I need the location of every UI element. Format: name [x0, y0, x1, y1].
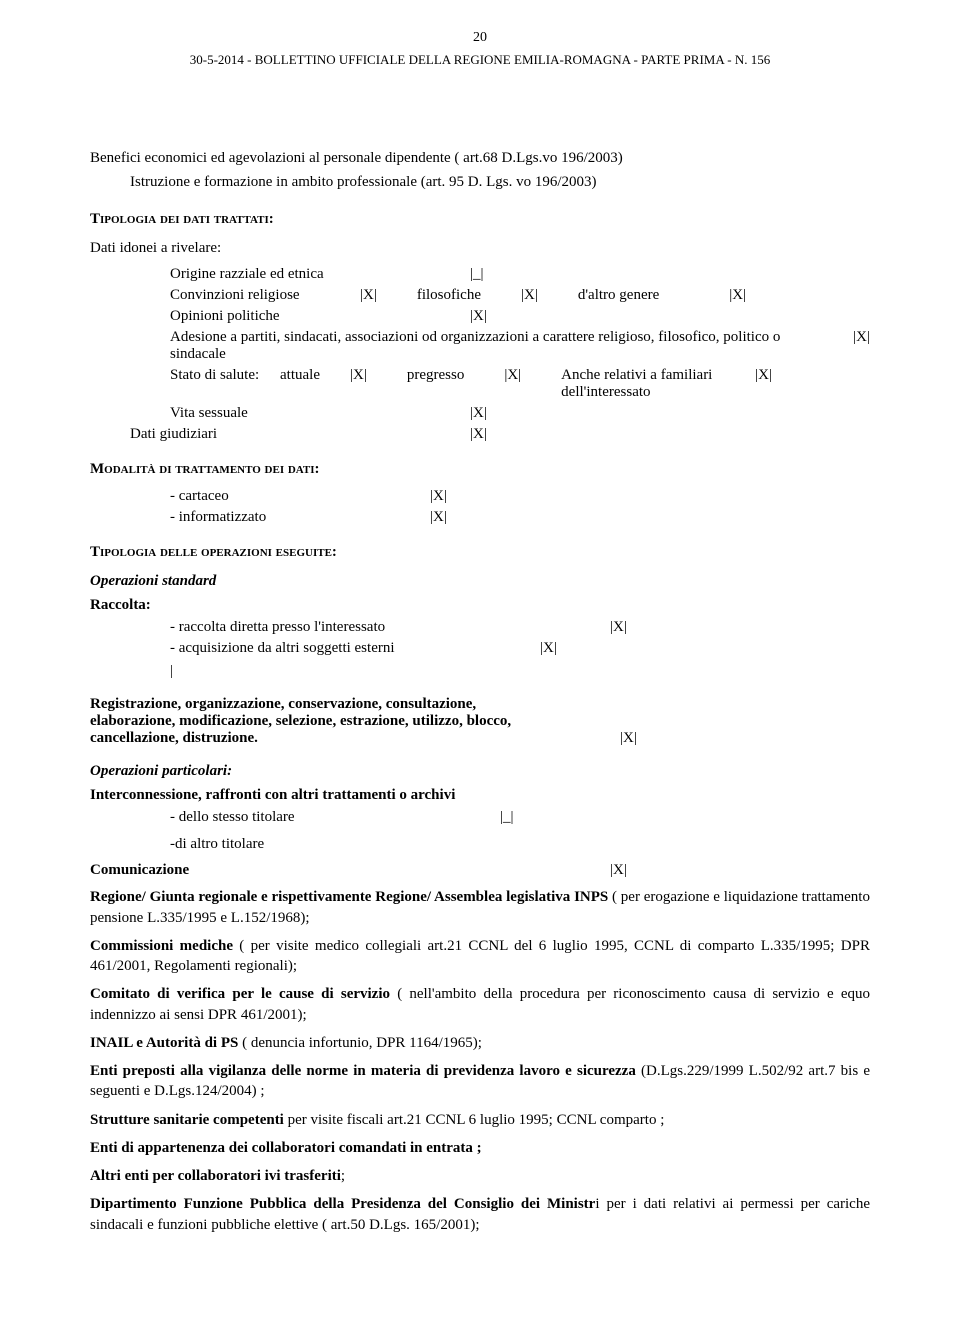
label-informatizzato: - informatizzato: [170, 509, 430, 526]
label-opinioni: Opinioni politiche: [170, 308, 470, 325]
mark-attuale: |X|: [350, 367, 367, 384]
label-stato-salute: Stato di salute:: [170, 367, 280, 384]
row-comunicazione: Comunicazione |X|: [90, 862, 870, 879]
para-strutture: Strutture sanitarie competenti per visit…: [90, 1110, 870, 1130]
row-dati-giudiziari: Dati giudiziari |X|: [90, 426, 870, 443]
label-anche-relativi: Anche relativi a familiari dell'interess…: [561, 367, 741, 401]
label-dello-stesso: - dello stesso titolare: [170, 809, 500, 826]
mark-dati-giudiziari: |X|: [470, 426, 487, 443]
row-acquisizione: - acquisizione da altri soggetti esterni…: [90, 640, 870, 657]
para-regione: Regione/ Giunta regionale e rispettivame…: [90, 887, 870, 928]
page-number: 20: [90, 30, 870, 46]
mark-acquisizione: |X|: [540, 640, 557, 657]
label-filosofiche: filosofiche: [417, 287, 481, 304]
row-adesione: Adesione a partiti, sindacati, associazi…: [90, 329, 870, 363]
para-comitato: Comitato di verifica per le cause di ser…: [90, 984, 870, 1025]
section-tipologia-operazioni: Tipologia delle operazioni eseguite:: [90, 544, 870, 561]
operazioni-standard: Operazioni standard: [90, 571, 870, 591]
mark-opinioni: |X|: [470, 308, 487, 325]
para-enti-preposti: Enti preposti alla vigilanza delle norme…: [90, 1061, 870, 1102]
section-modalita: Modalità di trattamento dei dati:: [90, 461, 870, 478]
row-convinzioni: Convinzioni religiose |X| filosofiche |X…: [90, 287, 870, 304]
label-di-altro: -di altro titolare: [90, 834, 870, 854]
row-cartaceo: - cartaceo |X|: [90, 488, 870, 505]
row-opinioni: Opinioni politiche |X|: [90, 308, 870, 325]
para-enti-appartenenza: Enti di appartenenza dei collaboratori c…: [90, 1138, 870, 1158]
label-dati-giudiziari: Dati giudiziari: [130, 426, 470, 443]
label-acquisizione: - acquisizione da altri soggetti esterni: [170, 640, 540, 657]
row-registrazione: Registrazione, organizzazione, conservaz…: [90, 696, 870, 747]
stray-pipe: |: [90, 661, 870, 681]
mark-religiose: |X|: [360, 287, 377, 304]
label-convinzioni: Convinzioni religiose: [170, 287, 360, 304]
label-cartaceo: - cartaceo: [170, 488, 430, 505]
mark-pregresso: |X|: [504, 367, 521, 384]
intro-line-1: Benefici economici ed agevolazioni al pe…: [90, 148, 870, 168]
label-pregresso: pregresso: [407, 367, 464, 384]
label-registrazione: Registrazione, organizzazione, conservaz…: [90, 696, 550, 747]
page-header: 30-5-2014 - BOLLETTINO UFFICIALE DELLA R…: [90, 52, 870, 68]
label-altro-genere: d'altro genere: [578, 287, 659, 304]
mark-filosofiche: |X|: [521, 287, 538, 304]
para-dipartimento: Dipartimento Funzione Pubblica della Pre…: [90, 1194, 870, 1235]
mark-cartaceo: |X|: [430, 488, 447, 505]
mark-adesione: |X|: [853, 329, 870, 346]
row-origine: Origine razziale ed etnica |_|: [90, 266, 870, 283]
mark-vita-sessuale: |X|: [470, 405, 487, 422]
row-raccolta-diretta: - raccolta diretta presso l'interessato …: [90, 619, 870, 636]
mark-anche-relativi: |X|: [755, 367, 772, 384]
label-adesione: Adesione a partiti, sindacati, associazi…: [170, 329, 853, 363]
row-stato-salute: Stato di salute: attuale |X| pregresso |…: [90, 367, 870, 401]
para-commissioni: Commissioni mediche ( per visite medico …: [90, 936, 870, 977]
label-raccolta-diretta: - raccolta diretta presso l'interessato: [170, 619, 610, 636]
label-origine: Origine razziale ed etnica: [170, 266, 470, 283]
intro-line-2: Istruzione e formazione in ambito profes…: [90, 172, 870, 192]
mark-dello-stesso: |_|: [500, 809, 514, 826]
document-page: 20 30-5-2014 - BOLLETTINO UFFICIALE DELL…: [0, 0, 960, 1279]
label-vita-sessuale: Vita sessuale: [170, 405, 470, 422]
dati-idonei-label: Dati idonei a rivelare:: [90, 238, 870, 258]
interconnessione-label: Interconnessione, raffronti con altri tr…: [90, 785, 870, 805]
operazioni-particolari: Operazioni particolari:: [90, 761, 870, 781]
label-comunicazione: Comunicazione: [90, 862, 610, 879]
section-tipologia-dati: Tipologia dei dati trattati:: [90, 211, 870, 228]
label-attuale: attuale: [280, 367, 350, 384]
mark-registrazione: |X|: [620, 730, 637, 747]
para-inail: INAIL e Autorità di PS ( denuncia infort…: [90, 1033, 870, 1053]
mark-informatizzato: |X|: [430, 509, 447, 526]
para-altri-enti: Altri enti per collaboratori ivi trasfer…: [90, 1166, 870, 1186]
mark-altro-genere: |X|: [729, 287, 746, 304]
row-vita-sessuale: Vita sessuale |X|: [90, 405, 870, 422]
row-dello-stesso: - dello stesso titolare |_|: [90, 809, 870, 826]
mark-comunicazione: |X|: [610, 862, 627, 879]
mark-origine: |_|: [470, 266, 484, 283]
mark-raccolta-diretta: |X|: [610, 619, 627, 636]
raccolta-label: Raccolta:: [90, 595, 870, 615]
row-informatizzato: - informatizzato |X|: [90, 509, 870, 526]
